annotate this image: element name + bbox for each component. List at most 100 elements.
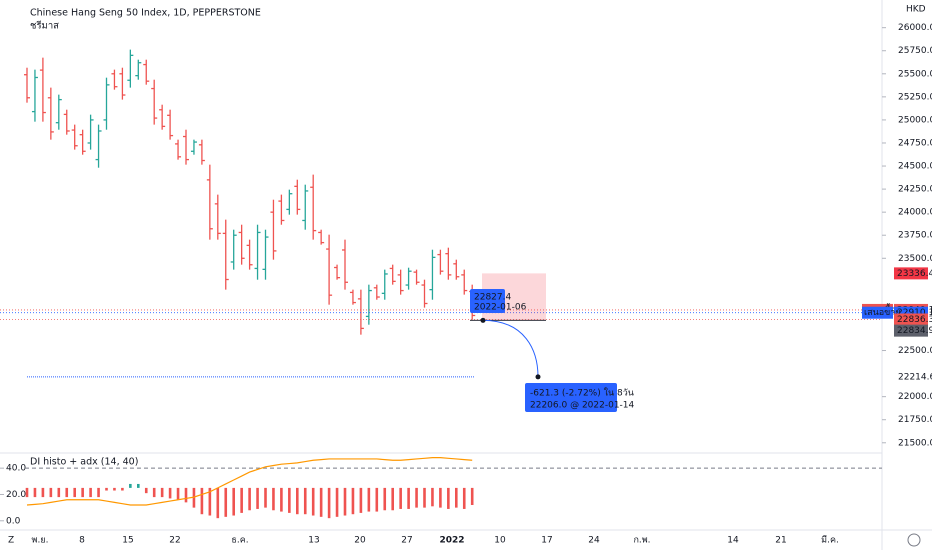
start-box — [470, 289, 505, 313]
y-tick-label: 22500.0 — [898, 346, 932, 356]
y-tick-label: 21750.0 — [898, 415, 932, 425]
price-tag-label: เสนอขาย — [864, 308, 901, 318]
chart-subtitle: ชรีมาส — [30, 20, 59, 32]
x-tick-label: 8 — [79, 536, 85, 546]
histogram-bar — [25, 487, 29, 498]
histogram-bar — [264, 487, 267, 508]
projection-end — [535, 374, 541, 380]
histogram-bar — [152, 487, 156, 498]
histogram-bar — [49, 487, 53, 498]
histogram-bar — [224, 487, 228, 517]
start-date: 2022-01-06 — [474, 303, 527, 313]
y-tick-label: 23750.0 — [898, 231, 932, 241]
y-tick-label: 25000.0 — [898, 115, 932, 125]
x-tick-label: 15 — [122, 536, 133, 546]
y-tick-label: 23500.0 — [898, 254, 932, 264]
currency: HKD — [906, 5, 926, 15]
histogram-bar — [319, 487, 323, 517]
histogram-bar — [256, 487, 259, 509]
x-tick-label: ธ.ค. — [231, 536, 248, 546]
x-tick-label: 20 — [354, 536, 366, 546]
histogram-bar — [407, 487, 410, 509]
y-tick-label: 0.0 — [6, 516, 21, 526]
price-label: 22214.6 — [898, 372, 932, 382]
x-tick-label: 27 — [401, 536, 412, 546]
price-badge — [894, 267, 928, 280]
histogram-bar — [296, 487, 299, 515]
histogram-bar — [57, 487, 61, 498]
price-label: 22834.9 — [897, 326, 932, 336]
histogram-bar — [280, 487, 283, 512]
histogram-bar — [399, 487, 402, 509]
histogram-bar — [248, 487, 251, 511]
histogram-bar — [462, 487, 466, 509]
y-tick-label: 22000.0 — [898, 392, 932, 402]
histogram-bar — [439, 487, 442, 508]
change-label: -621.3 (-2.72%) ใน 8วัน — [530, 388, 634, 399]
x-tick-label: มี.ค. — [821, 535, 839, 546]
histogram-bar — [216, 487, 220, 519]
price-label: 22910.1 — [897, 308, 932, 318]
x-tick-label: 24 — [588, 536, 600, 546]
histogram-bar — [311, 487, 315, 516]
price-badge — [894, 313, 928, 326]
x-tick-label: 17 — [541, 536, 552, 546]
histogram-bar — [208, 487, 212, 516]
chart-title: Chinese Hang Seng 50 Index, 1D, PEPPERST… — [30, 8, 261, 19]
y-tick-label: 25500.0 — [898, 69, 932, 79]
y-tick-label: 25750.0 — [898, 46, 932, 56]
price-tag — [862, 306, 893, 319]
histogram-bar — [303, 487, 307, 515]
histogram-bar — [97, 487, 100, 498]
x-tick-label: พ.ย. — [32, 536, 49, 546]
y-tick-label: 24250.0 — [898, 185, 932, 195]
y-tick-label: 24750.0 — [898, 138, 932, 148]
indicator-title: DI histo + adx (14, 40) — [30, 457, 138, 468]
histogram-bar — [431, 487, 434, 507]
price-badge — [894, 324, 928, 337]
y-tick-label: 40.0 — [6, 464, 26, 474]
y-tick-label: 20.0 — [6, 490, 26, 500]
histogram-bar — [121, 487, 124, 491]
auto-scale-button[interactable] — [907, 533, 921, 547]
projection-start — [480, 317, 486, 323]
histogram-bar — [327, 487, 331, 519]
histogram-bar — [192, 487, 196, 508]
histogram-bar — [423, 487, 426, 508]
end-label: 22206.0 @ 2022-01-14 — [530, 401, 635, 411]
end-box — [525, 383, 617, 412]
histogram-bar — [137, 483, 140, 488]
histogram-bar — [160, 487, 164, 498]
histogram-bar — [391, 487, 394, 511]
x-tick-label: 14 — [727, 536, 739, 546]
histogram-bar — [65, 487, 69, 498]
x-tick-label: 2022 — [439, 536, 464, 546]
price-label: 23336.4 — [897, 269, 932, 279]
histogram-bar — [176, 487, 180, 500]
histogram-bar — [81, 487, 84, 498]
histogram-bar — [89, 487, 92, 498]
histogram-bar — [232, 487, 235, 516]
zoom-button[interactable]: Z — [8, 536, 14, 546]
x-tick-label: 22 — [169, 536, 180, 546]
histogram-bar — [73, 487, 76, 498]
histogram-bar — [144, 487, 148, 494]
histogram-bar — [129, 483, 132, 488]
y-tick-label: 21500.0 — [898, 438, 932, 448]
histogram-bar — [335, 487, 339, 517]
start-price: 22827.4 — [474, 293, 511, 303]
x-tick-label: 10 — [494, 536, 506, 546]
histogram-bar — [383, 487, 387, 511]
histogram-bar — [184, 487, 188, 503]
histogram-bar — [367, 487, 371, 512]
x-tick-label: ก.พ. — [633, 536, 650, 546]
histogram-bar — [375, 487, 379, 512]
histogram-bar — [351, 487, 355, 515]
price-label: 22836.3 — [897, 315, 932, 325]
adx-line — [26, 457, 473, 506]
y-tick-label: 24000.0 — [898, 208, 932, 218]
histogram-bar — [447, 487, 450, 509]
plot: 26000.0 25750.0 25500.0 25250.0 25000.0 24750… — [0, 23, 932, 546]
histogram-bar — [41, 487, 45, 498]
